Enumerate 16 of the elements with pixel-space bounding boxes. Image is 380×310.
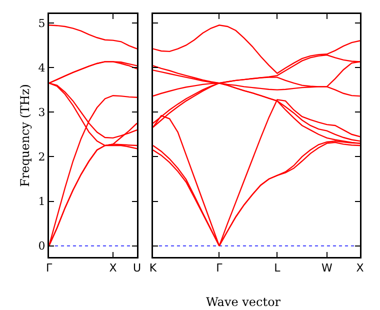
x-tick-label: K xyxy=(149,262,158,275)
x-tick-label: U xyxy=(132,262,142,275)
x-tick-label: X xyxy=(356,262,364,275)
y-tick-label: 3 xyxy=(38,106,46,119)
y-tick-label: 2 xyxy=(38,150,46,164)
x-tick-label: Γ xyxy=(46,262,53,275)
y-tick-label: 4 xyxy=(38,61,46,74)
x-tick-label: W xyxy=(321,262,332,275)
x-tick-label: X xyxy=(109,262,118,275)
y-axis-title: Frequency (THz) xyxy=(18,84,32,187)
y-tick-label: 0 xyxy=(38,240,46,253)
x-tick-label: L xyxy=(274,262,282,275)
y-tick-label: 5 xyxy=(38,16,46,30)
x-tick-label: Γ xyxy=(216,262,224,275)
y-tick-label: 1 xyxy=(38,195,46,208)
x-axis-title: Wave vector xyxy=(206,295,281,309)
